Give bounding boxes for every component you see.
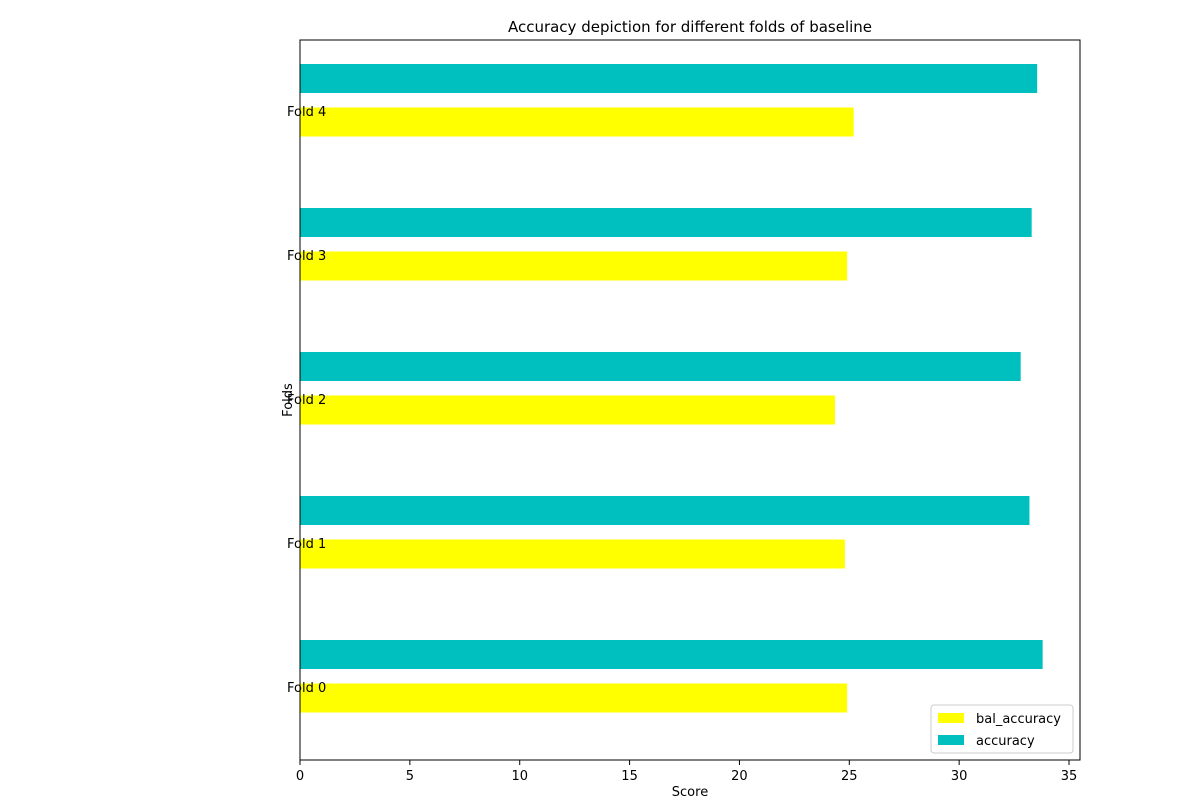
bar-bal-accuracy-fold-4 (300, 107, 854, 137)
category-label: Fold 2 (287, 393, 326, 408)
legend: bal_accuracy accuracy (930, 704, 1074, 754)
bar-accuracy-fold-1 (300, 496, 1030, 525)
legend-box (930, 704, 1074, 754)
chart-title: Accuracy depiction for different folds o… (508, 18, 872, 36)
category-label: Fold 4 (287, 105, 326, 120)
legend-label-bal-accuracy: bal_accuracy (976, 712, 1061, 727)
bar-accuracy-fold-4 (300, 64, 1038, 93)
legend-swatch-accuracy (938, 735, 964, 745)
plot-frame (299, 39, 1081, 761)
x-tick-label: 0 (296, 769, 304, 784)
legend-swatch-bal-accuracy (938, 713, 964, 723)
category-label: Fold 1 (287, 537, 326, 552)
x-tick-label: 25 (841, 769, 858, 784)
bar-bal-accuracy-fold-3 (300, 251, 848, 281)
x-tick-label: 5 (406, 769, 414, 784)
x-tick-label: 30 (951, 769, 968, 784)
bar-bal-accuracy-fold-2 (300, 395, 836, 425)
x-tick-label: 15 (621, 769, 638, 784)
bars-group (300, 64, 1043, 713)
bar-bal-accuracy-fold-0 (300, 683, 848, 713)
x-axis-label: Score (672, 785, 708, 800)
x-tick-label: 10 (511, 769, 528, 784)
bar-accuracy-fold-0 (300, 640, 1043, 669)
category-label: Fold 3 (287, 249, 326, 264)
bar-accuracy-fold-2 (300, 352, 1021, 381)
category-label: Fold 0 (287, 681, 326, 696)
bar-bal-accuracy-fold-1 (300, 539, 845, 569)
bar-accuracy-fold-3 (300, 208, 1032, 237)
category-labels: Fold 0 Fold 1 Fold 2 Fold 3 Fold 4 (287, 105, 326, 696)
x-tick-label: 20 (731, 769, 748, 784)
y-axis-label: Folds (281, 383, 296, 417)
x-axis-ticks: 0 5 10 15 20 25 30 35 (296, 760, 1077, 784)
x-tick-label: 35 (1061, 769, 1078, 784)
legend-label-accuracy: accuracy (976, 734, 1035, 749)
